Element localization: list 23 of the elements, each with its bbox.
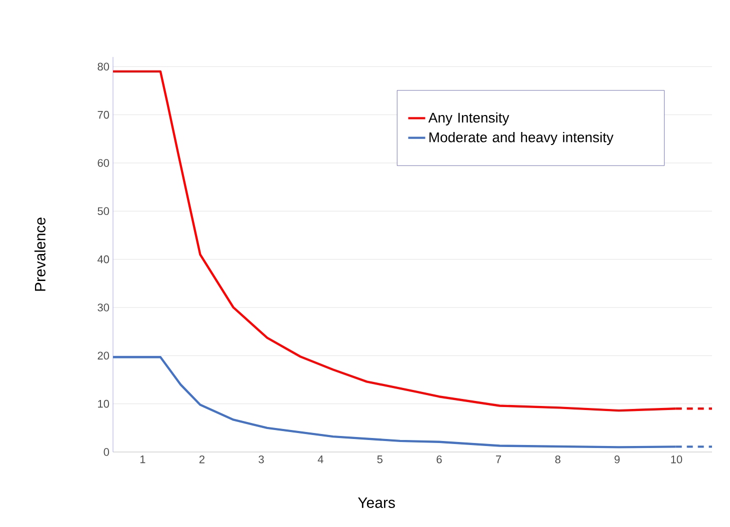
y-tick-label: 80 xyxy=(98,62,110,71)
x-tick-label: 8 xyxy=(555,456,560,464)
legend-label: Any Intensity xyxy=(428,112,510,126)
x-axis-title: Years xyxy=(358,498,395,508)
y-tick-label: 70 xyxy=(98,110,110,119)
x-tick-label: 10 xyxy=(671,456,682,464)
y-tick-label: 10 xyxy=(98,400,110,408)
y-tick-label: 40 xyxy=(97,255,110,264)
legend-label: Moderate and heavy intensity xyxy=(429,132,614,146)
x-tick-label: 6 xyxy=(436,456,442,464)
x-tick-label: 1 xyxy=(140,456,146,464)
y-tick-label: 0 xyxy=(104,448,110,456)
y-tick-label: 30 xyxy=(98,304,110,312)
y-axis-title: Prevalence xyxy=(34,218,46,291)
x-tick-label: 3 xyxy=(258,456,264,464)
x-tick-label: 9 xyxy=(614,456,620,464)
y-tick-label: 60 xyxy=(98,159,110,167)
y-tick-label: 50 xyxy=(98,207,110,216)
x-tick-label: 5 xyxy=(377,456,382,464)
x-tick-label: 4 xyxy=(318,456,324,464)
y-tick-label: 20 xyxy=(98,352,110,360)
x-tick-label: 7 xyxy=(496,456,502,464)
x-tick-label: 2 xyxy=(199,456,204,464)
